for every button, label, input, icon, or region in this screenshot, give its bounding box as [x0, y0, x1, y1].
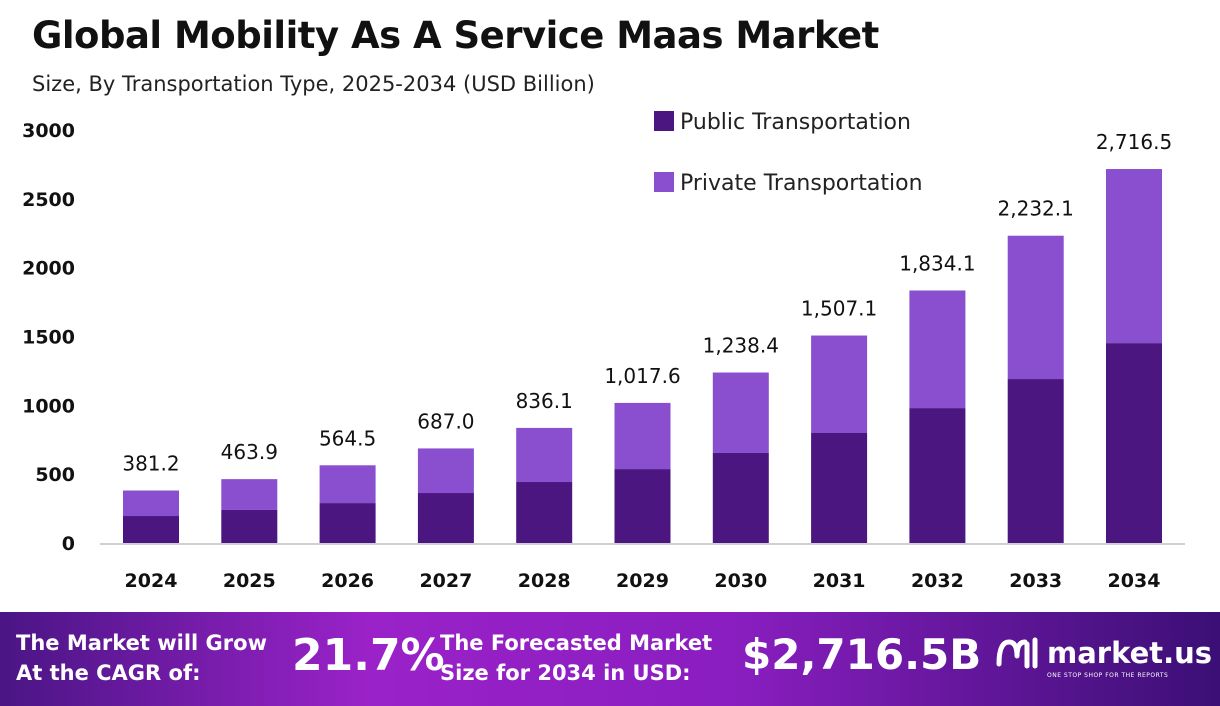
x-tick-label: 2030 [714, 570, 767, 592]
footer-banner: The Market will Grow At the CAGR of: 21.7… [0, 612, 1220, 706]
chart-title: Global Mobility As A Service Maas Market [32, 14, 879, 57]
data-label-total: 836.1 [516, 389, 573, 413]
legend-label: Private Transportation [680, 171, 923, 196]
cagr-value: 21.7% [292, 630, 445, 681]
y-tick-label: 1000 [22, 395, 75, 417]
cagr-label: The Market will Grow At the CAGR of: [16, 628, 267, 688]
y-tick-label: 1500 [22, 327, 75, 349]
logo-tagline: ONE STOP SHOP FOR THE REPORTS [1047, 672, 1169, 679]
bar-public-2030 [712, 452, 769, 543]
data-label-total: 381.2 [122, 452, 179, 476]
bar-private-2029 [614, 402, 671, 470]
forecast-label-line2: Size for 2034 in USD: [440, 661, 691, 685]
bar-private-2026 [319, 465, 376, 504]
data-label-total: 1,017.6 [604, 364, 680, 388]
data-label-total: 2,232.1 [998, 197, 1074, 221]
forecast-label-line1: The Forecasted Market [440, 631, 713, 655]
data-label-total: 1,238.4 [703, 334, 779, 358]
data-label-total: 463.9 [221, 440, 278, 464]
legend-swatch-private [654, 172, 674, 192]
y-tick-label: 2500 [22, 189, 75, 211]
market-us-logo-icon [996, 637, 1038, 669]
data-label-total: 687.0 [417, 409, 474, 433]
stacked-bar-chart: 0 500 1000 1500 2000 2500 3000 381.2 2024 463.9 20… [22, 110, 1185, 592]
x-tick-label: 2025 [223, 570, 276, 592]
bar-public-2034 [1106, 343, 1162, 543]
bar-public-2031 [811, 433, 868, 543]
bar-public-2028 [516, 482, 573, 543]
y-tick-label: 3000 [22, 120, 75, 142]
x-tick-label: 2029 [616, 570, 669, 592]
bar-public-2033 [1007, 379, 1064, 543]
bar-public-2027 [417, 493, 474, 543]
bar-private-2032 [909, 290, 966, 409]
y-tick-label: 2000 [22, 258, 75, 280]
legend-label: Public Transportation [680, 110, 911, 135]
bar-private-2030 [712, 372, 769, 453]
x-tick-label: 2034 [1108, 570, 1161, 592]
bar-private-2034 [1106, 169, 1162, 344]
bar-public-2026 [319, 503, 376, 543]
bar-public-2024 [123, 516, 179, 543]
logo-name: market.us [1047, 636, 1213, 670]
x-tick-label: 2026 [321, 570, 374, 592]
x-tick-label: 2024 [125, 570, 178, 592]
chart-subtitle: Size, By Transportation Type, 2025-2034 … [32, 72, 595, 96]
bar-public-2025 [221, 509, 278, 543]
forecast-label: The Forecasted Market Size for 2034 in US… [440, 628, 712, 688]
bar-private-2031 [811, 335, 868, 434]
y-tick-label: 500 [35, 464, 75, 486]
bar-private-2033 [1007, 235, 1064, 380]
cagr-label-line2: At the CAGR of: [16, 661, 201, 685]
bar-private-2027 [417, 448, 474, 494]
bar-private-2025 [221, 479, 278, 510]
bar-public-2032 [909, 408, 966, 543]
x-tick-label: 2031 [813, 570, 866, 592]
x-tick-label: 2027 [419, 570, 472, 592]
forecast-value: $2,716.5B [742, 630, 982, 679]
bar-private-2024 [123, 490, 179, 517]
x-tick-label: 2032 [911, 570, 964, 592]
data-label-total: 2,716.5 [1096, 130, 1172, 154]
legend-swatch-public [654, 111, 674, 131]
bar-public-2029 [614, 469, 671, 543]
data-label-total: 1,834.1 [899, 252, 975, 276]
bar-private-2028 [516, 427, 573, 483]
x-tick-label: 2033 [1009, 570, 1062, 592]
cagr-label-line1: The Market will Grow [16, 631, 267, 655]
data-label-total: 564.5 [319, 426, 376, 450]
x-tick-label: 2028 [518, 570, 571, 592]
data-label-total: 1,507.1 [801, 297, 877, 321]
y-tick-label: 0 [62, 533, 75, 555]
